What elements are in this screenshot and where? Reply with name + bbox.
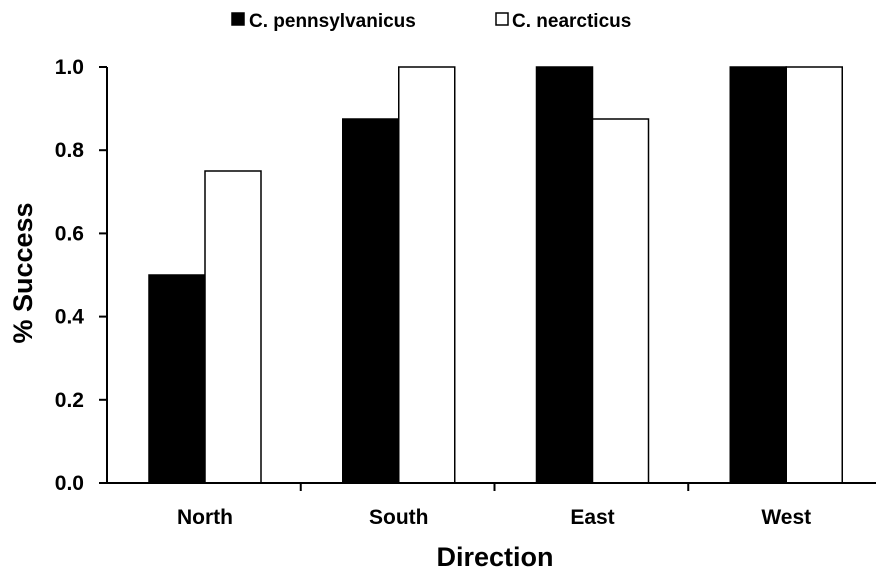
bar-north-c-pennsylvanicus: [148, 274, 206, 484]
x-axis-ticks: North South East West: [177, 483, 811, 529]
bar-east-c-nearcticus: [591, 118, 650, 484]
x-tick-label-west: West: [761, 506, 811, 529]
bar-west-c-pennsylvanicus: [729, 66, 787, 484]
x-tick-label-south: South: [369, 506, 428, 529]
legend: C. pennsylvanicus C. nearcticus: [231, 11, 631, 32]
y-axis-title: % Success: [8, 202, 38, 343]
bar-east-c-pennsylvanicus: [535, 66, 594, 484]
bar-north-c-nearcticus: [204, 170, 262, 484]
y-tick-label: 0.8: [55, 139, 85, 162]
y-tick-label: 0.0: [55, 472, 84, 495]
legend-swatch-c-nearcticus: [495, 12, 509, 26]
x-axis-title: Direction: [436, 542, 553, 572]
y-tick-label: 1.0: [55, 56, 84, 79]
bars: [148, 66, 843, 484]
legend-label-c-pennsylvanicus: C. pennsylvanicus: [249, 11, 416, 32]
y-axis-ticks: 0.0 0.2 0.4 0.6 0.8 1.0: [55, 56, 107, 495]
y-tick-label: 0.4: [55, 306, 85, 329]
y-tick-label: 0.2: [55, 389, 84, 412]
bar-south-c-pennsylvanicus: [342, 118, 400, 484]
x-tick-label-east: East: [570, 506, 614, 529]
bar-south-c-nearcticus: [398, 66, 456, 484]
legend-label-c-nearcticus: C. nearcticus: [512, 11, 631, 32]
y-tick-label: 0.6: [55, 222, 84, 245]
x-tick-label-north: North: [177, 506, 233, 529]
bar-west-c-nearcticus: [785, 66, 843, 484]
legend-swatch-c-pennsylvanicus: [231, 12, 245, 26]
